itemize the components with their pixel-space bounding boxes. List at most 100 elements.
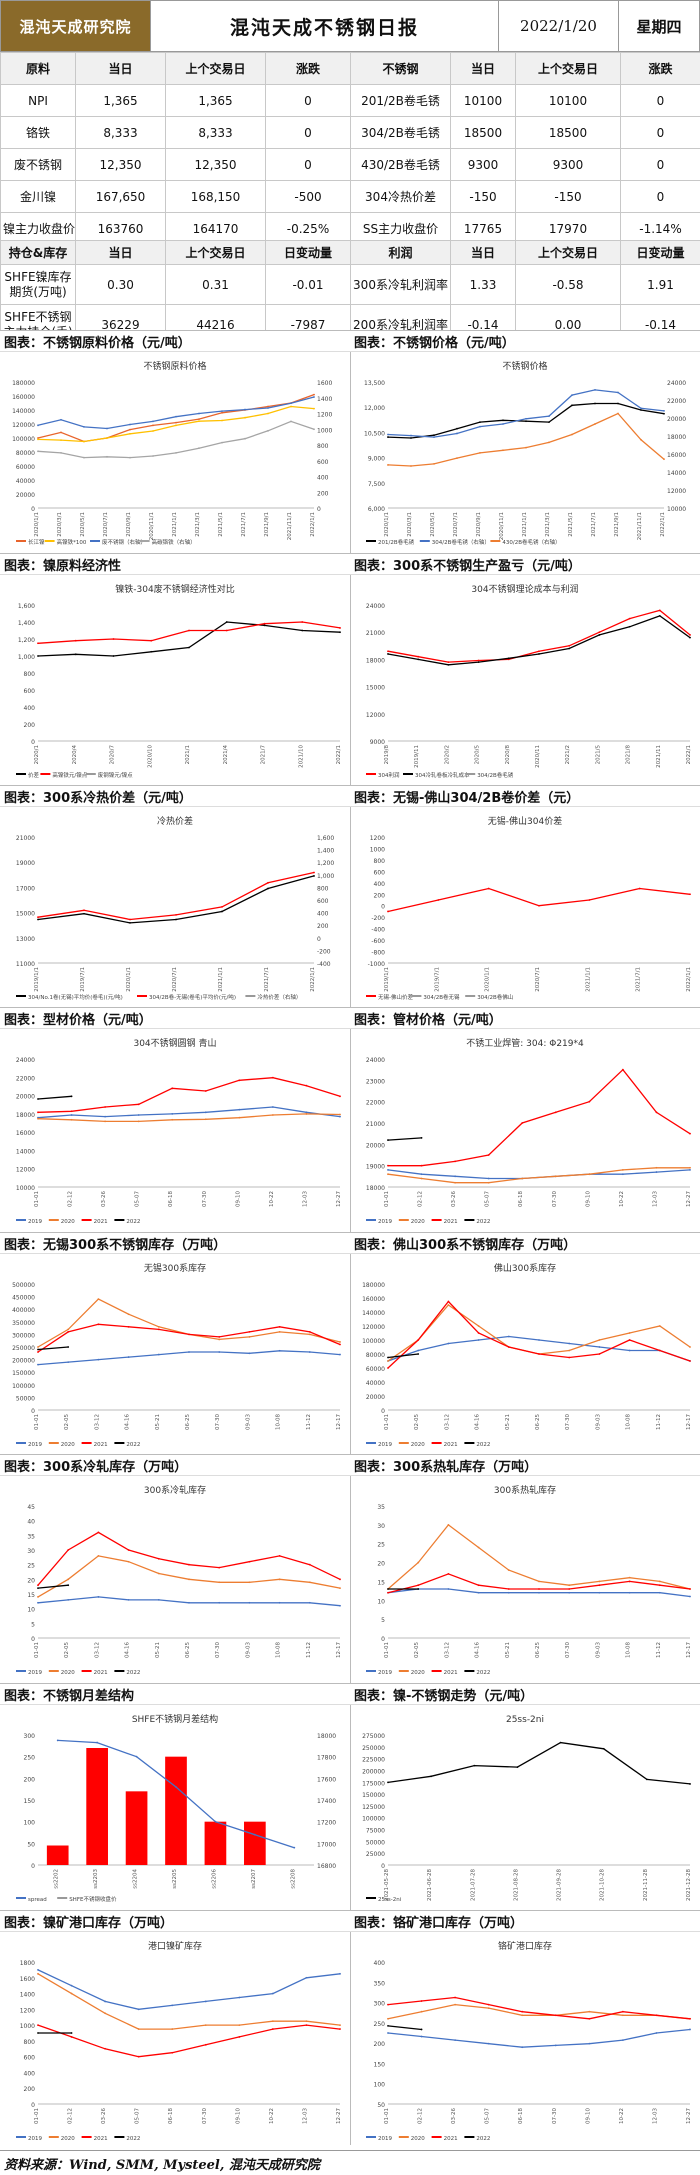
- x-tick-label: 02-05: [64, 1642, 70, 1658]
- data-point: [150, 650, 153, 653]
- data-point: [502, 449, 504, 452]
- data-point: [568, 1588, 571, 1590]
- table-cell: 1,365: [75, 84, 166, 117]
- section-title: 图表：不锈钢价格（元/吨）: [350, 330, 700, 352]
- data-point: [417, 1339, 420, 1341]
- data-point: [137, 2028, 140, 2030]
- data-point: [60, 431, 62, 434]
- y-tick-label: 450000: [12, 1295, 35, 1302]
- data-point: [521, 2010, 524, 2013]
- y-tick-label: 0: [381, 1636, 385, 1643]
- data-point: [188, 1351, 190, 1353]
- series-line: [37, 1969, 341, 2010]
- x-tick-label: ss2206: [211, 1869, 217, 1889]
- data-point: [218, 1601, 221, 1604]
- x-tick-label: 09-10: [585, 2108, 591, 2124]
- table-cell: -0.58: [515, 264, 621, 305]
- data-point: [204, 1090, 207, 1092]
- x-tick-label: 03-26: [101, 1191, 107, 1207]
- legend-label: 2020: [61, 1670, 75, 1676]
- series-line: [37, 1584, 69, 1589]
- x-tick-label: 06-25: [535, 1414, 541, 1430]
- y-tick-label: 20000: [16, 492, 35, 499]
- data-point: [387, 464, 389, 466]
- data-point: [267, 412, 269, 415]
- x-tick-label: 05-07: [485, 2108, 491, 2124]
- chart-title: 300系热轧库存: [494, 1484, 556, 1496]
- data-point: [628, 1339, 631, 1341]
- data-point: [305, 1084, 308, 1087]
- data-point: [420, 2035, 423, 2038]
- report-header: 混沌天成研究院 混沌天成不锈钢日报 2022/1/20 星期四: [0, 0, 700, 52]
- data-point: [588, 899, 591, 901]
- legend-label: 高镍铁*100: [57, 538, 87, 546]
- legend-label: spread: [28, 1897, 47, 1903]
- legend-label: 2021: [444, 2136, 458, 2142]
- data-point: [308, 1601, 311, 1604]
- y-tick-label: 200: [24, 1776, 36, 1783]
- table-cell: 金川镍: [0, 180, 76, 213]
- x-tick-label: 12-03: [652, 1191, 658, 1207]
- table-row: 金川镍 167,650 168,150 -500 304冷热价差 -150 -1…: [0, 180, 700, 213]
- table-cell: 0: [620, 148, 700, 181]
- data-point: [417, 1353, 420, 1355]
- x-tick-label: 12-17: [686, 1414, 692, 1430]
- x-tick-label: 2021/3/1: [545, 512, 551, 537]
- x-tick-label: 2020/3/1: [57, 512, 63, 537]
- data-point: [538, 653, 540, 655]
- data-point: [37, 918, 39, 921]
- data-point: [521, 1177, 524, 1180]
- data-point: [689, 1169, 691, 1171]
- x-tick-label: 2020/1: [34, 745, 40, 764]
- x-tick-label: 05-07: [485, 1191, 491, 1207]
- data-point: [538, 650, 540, 653]
- section-title: 图表：型材价格（元/吨）: [0, 1007, 350, 1029]
- y2-tick-label: 17800: [317, 1755, 336, 1762]
- data-point: [487, 1154, 490, 1156]
- data-point: [313, 428, 315, 431]
- data-point: [225, 621, 228, 623]
- table-cell: 1,365: [165, 84, 266, 117]
- y2-tick-label: 16800: [317, 1863, 336, 1870]
- data-point: [60, 418, 62, 421]
- y-tick-label: 800: [24, 671, 36, 678]
- data-point: [127, 1549, 130, 1551]
- legend-label: 废钢镍元/镍点: [98, 771, 133, 779]
- y-tick-label: 300: [374, 2001, 386, 2008]
- y-tick-label: 7,500: [368, 481, 385, 488]
- data-point: [152, 430, 154, 432]
- data-point: [278, 1325, 281, 1328]
- data-point: [339, 627, 341, 629]
- legend-label: 2021: [444, 1219, 458, 1225]
- chart-wuxi-foshan-spread: 无锡-佛山304价差 1200 1000 800 600 400 200 0 -200 -400 -…: [352, 809, 698, 1005]
- y-tick-label: 100000: [362, 1338, 385, 1345]
- data-point: [387, 2017, 389, 2020]
- y-tick-label: 140000: [12, 408, 35, 415]
- x-tick-label: 12-27: [686, 1191, 692, 1207]
- data-point: [456, 432, 458, 435]
- y-tick-label: 21000: [366, 1121, 385, 1128]
- table-cell: 304冷热价差: [350, 180, 451, 213]
- data-point: [658, 609, 661, 612]
- x-tick-label: ss2208: [290, 1869, 296, 1889]
- data-point: [157, 1353, 160, 1356]
- table-header-cell: 当日: [75, 240, 166, 265]
- report-weekday: 星期四: [636, 17, 682, 36]
- legend-label: 2022: [476, 1442, 490, 1448]
- data-point: [387, 1164, 389, 1167]
- data-point: [447, 661, 450, 664]
- y-tick-label: 13000: [16, 936, 35, 943]
- legend-label: 2019: [378, 1670, 392, 1676]
- data-point: [658, 1584, 661, 1587]
- x-tick-label: 2020/1/1: [485, 967, 491, 992]
- y2-tick-label: 12000: [667, 488, 686, 495]
- data-point: [640, 438, 642, 441]
- y-tick-label: 120000: [362, 1324, 385, 1331]
- x-tick-label: 05-21: [505, 1414, 511, 1430]
- x-tick-label: 09-03: [245, 1642, 251, 1658]
- data-point: [238, 1996, 241, 1999]
- table-header-cell: 利润: [350, 240, 451, 265]
- bar: [244, 1821, 266, 1865]
- legend-label: 201/2B卷毛锈: [378, 538, 415, 546]
- y-tick-label: 20: [377, 1561, 385, 1568]
